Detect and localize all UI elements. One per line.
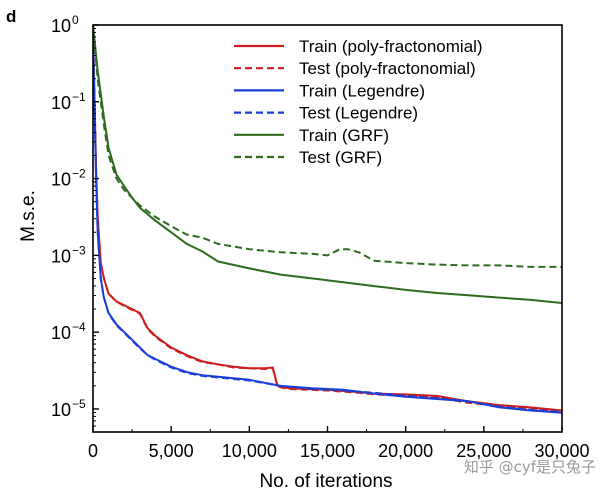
y-tick-exponent: −2 [72,167,86,181]
legend-label-0: Train (poly-fractonomial) [299,37,483,56]
series-line-3 [93,32,562,413]
y-tick-label: 10 [51,246,71,266]
x-tick-label: 20,000 [378,441,433,461]
legend-label-3: Test (Legendre) [299,104,418,123]
y-tick-exponent: 0 [72,13,79,27]
y-tick-label: 10 [51,16,71,36]
y-tick-label: 10 [51,323,71,343]
y-tick-exponent: −4 [72,320,86,334]
series-layer [93,25,562,414]
x-axis-label: No. of iterations [259,471,392,492]
y-tick-label: 10 [51,400,71,420]
x-tick-label: 30,000 [534,441,589,461]
series-line-4 [93,25,562,304]
x-tick-label: 5,000 [149,441,194,461]
y-tick-exponent: −3 [72,243,86,257]
watermark: 知乎 @cyf是只兔子 [464,458,596,476]
legend: Train (poly-fractonomial) Test (poly-frac… [234,37,483,167]
x-tick-label: 25,000 [456,441,511,461]
x-tick-label: 15,000 [300,441,355,461]
legend-label-4: Train (GRF) [299,126,389,145]
legend-label-2: Train (Legendre) [299,81,425,100]
legend-label-5: Test (GRF) [299,148,382,167]
legend-label-1: Test (poly-fractonomial) [299,59,476,78]
y-tick-label: 10 [51,170,71,190]
panel-label: d [6,7,16,26]
y-tick-exponent: −1 [72,90,86,104]
y-tick-label: 10 [51,93,71,113]
x-tick-label: 10,000 [222,441,277,461]
series-line-5 [93,25,562,268]
x-tick-label: 0 [88,441,98,461]
y-tick-exponent: −5 [72,397,86,411]
y-axis-label: M.s.e. [18,190,39,242]
